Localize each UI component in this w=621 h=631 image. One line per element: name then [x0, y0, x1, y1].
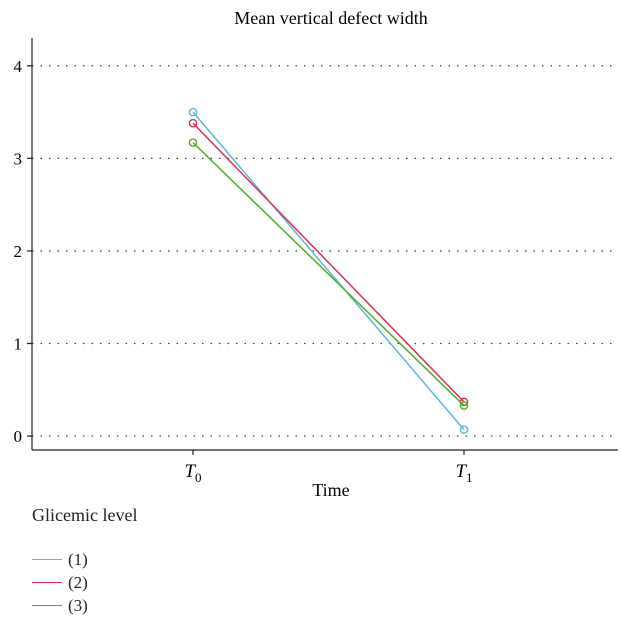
x-tick-label: T0 [184, 461, 201, 485]
legend-items: (1) (2) (3) [32, 548, 332, 617]
series-line [192, 111, 465, 431]
legend: Glicemic level (1) (2) (3) [32, 505, 332, 617]
series-line [192, 122, 465, 403]
data-point [188, 107, 198, 117]
legend-item: (3) [32, 594, 332, 617]
legend-item: (1) [32, 548, 332, 571]
legend-swatch [32, 582, 62, 583]
legend-swatch [32, 605, 62, 606]
x-axis-label: Time [312, 480, 349, 500]
y-tick-label: 2 [14, 242, 23, 261]
x-tick-label: T1 [455, 461, 472, 485]
x-axis-ticks: T0 T1 [184, 450, 473, 485]
legend-label: (2) [68, 572, 88, 592]
series-2 [188, 118, 469, 407]
data-point [188, 138, 198, 147]
data-point [459, 401, 469, 410]
y-axis-ticks: 0 1 2 3 4 [14, 57, 32, 446]
y-tick-label: 4 [14, 57, 23, 76]
legend-item: (2) [32, 571, 332, 594]
y-tick-label: 0 [14, 427, 23, 446]
series-1 [188, 107, 469, 434]
chart-canvas: Mean vertical defect width 0 1 2 3 4 T0 T1 Ti… [14, 8, 618, 500]
legend-label: (1) [68, 549, 88, 569]
legend-title: Glicemic level [32, 505, 138, 525]
data-point [188, 118, 198, 128]
data-point [459, 425, 469, 434]
series-3 [188, 138, 469, 410]
chart-title: Mean vertical defect width [234, 8, 427, 28]
grid-lines [32, 65, 618, 437]
series-layer [188, 107, 469, 434]
series-line [192, 142, 465, 407]
legend-swatch [32, 559, 62, 560]
y-tick-label: 3 [14, 149, 23, 168]
legend-label: (3) [68, 595, 88, 615]
y-tick-label: 1 [14, 335, 23, 354]
